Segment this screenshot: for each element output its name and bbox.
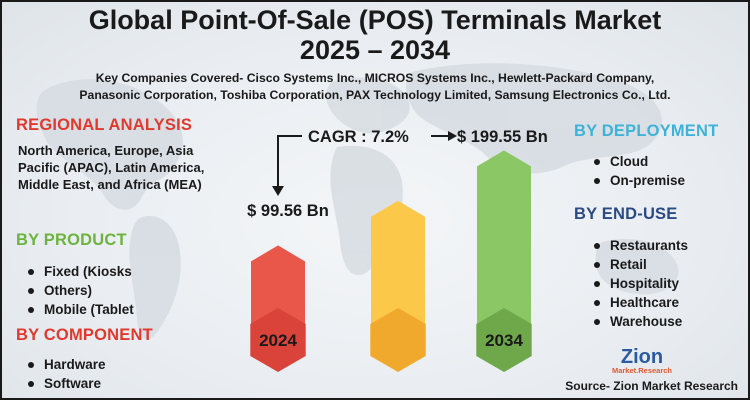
regional-analysis-heading: REGIONAL ANALYSIS (16, 116, 193, 134)
list-item: On-premise (590, 171, 685, 190)
bar-base-hexagon (370, 308, 426, 372)
logo-wordmark: Zion (621, 346, 663, 368)
companies-line-1: Key Companies Covered- Cisco Systems Inc… (95, 71, 655, 85)
category-label: 2024 (259, 331, 297, 350)
zion-logo: Zion Market.Research (612, 346, 672, 375)
list-item: Others) (24, 281, 134, 300)
list-item: Hardware (24, 355, 106, 374)
end-use-list: Restaurants Retail Hospitality Healthcar… (590, 236, 688, 331)
list-item: Software (24, 374, 106, 393)
value-label-2024: $ 99.56 Bn (247, 202, 329, 220)
list-item: Restaurants (590, 236, 688, 255)
category-label: 2034 (485, 331, 523, 350)
cagr-arrow-left (272, 135, 302, 196)
logo-subtext: Market.Research (612, 366, 672, 375)
bar-base-hexagon (250, 308, 306, 372)
list-item: Retail (590, 255, 688, 274)
deployment-list: Cloud On-premise (590, 152, 685, 190)
bar-base-hexagon (476, 308, 532, 372)
title-line-1: Global Point-Of-Sale (POS) Terminals Mar… (88, 5, 662, 35)
cagr-arrow-right (431, 131, 457, 141)
by-end-use-heading: BY END-USE (574, 205, 678, 223)
page-title: Global Point-Of-Sale (POS) Terminals Mar… (2, 5, 748, 65)
key-companies: Key Companies Covered- Cisco Systems Inc… (22, 70, 728, 104)
by-deployment-heading: BY DEPLOYMENT (574, 122, 719, 140)
title-line-2: 2025 – 2034 (299, 35, 451, 65)
regional-analysis-text: North America, Europe, Asia Pacific (APA… (18, 143, 205, 192)
component-list: Hardware Software (24, 355, 106, 393)
source-note: Source- Zion Market Research (565, 379, 738, 393)
bar-2034 (477, 150, 531, 340)
product-list: Fixed (Kiosks Others) Mobile (Tablet (24, 262, 134, 319)
bar-middle (371, 200, 425, 340)
list-item: Cloud (590, 152, 685, 171)
list-item: Mobile (Tablet (24, 300, 134, 319)
by-product-heading: BY PRODUCT (16, 231, 127, 249)
by-component-heading: BY COMPONENT (16, 326, 153, 344)
companies-line-2: Panasonic Corporation, Toshiba Corporati… (79, 88, 671, 102)
cagr-label: CAGR : 7.2% (308, 128, 409, 146)
list-item: Fixed (Kiosks (24, 262, 134, 281)
value-label-2034: $ 199.55 Bn (457, 128, 548, 146)
list-item: Warehouse (590, 312, 688, 331)
list-item: Hospitality (590, 274, 688, 293)
list-item: Healthcare (590, 293, 688, 312)
